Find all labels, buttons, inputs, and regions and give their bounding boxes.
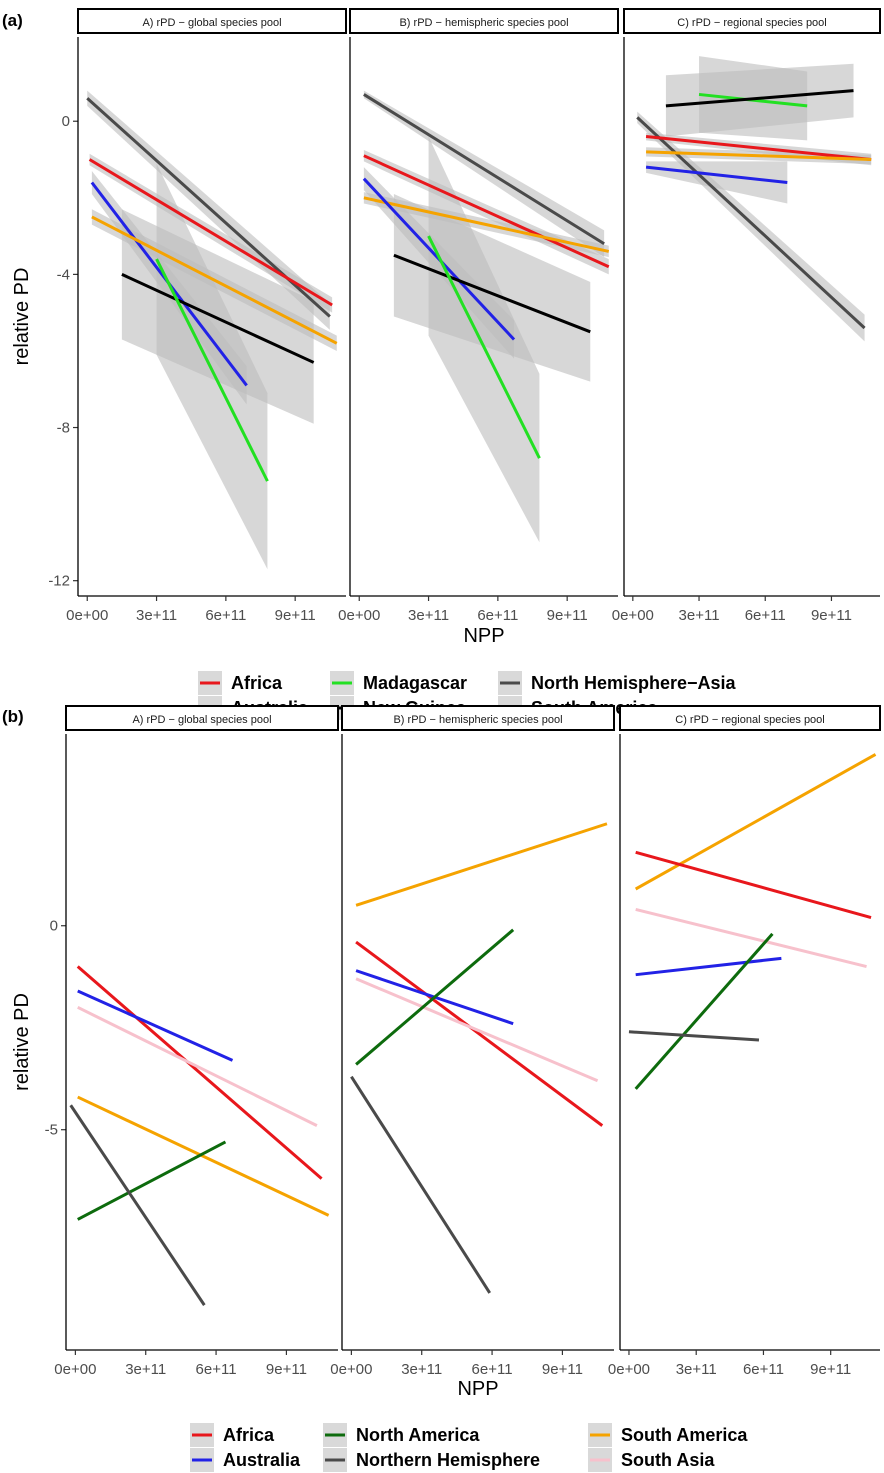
series-line: [427, 235, 541, 459]
facet-strip: [623, 8, 881, 34]
series-line: [635, 907, 867, 968]
x-axis-label: NPP: [457, 1378, 498, 1400]
series-line: [77, 989, 234, 1062]
x-tick-label: 9e+11: [266, 1361, 307, 1378]
x-axis-label: NPP: [463, 625, 504, 647]
series-line: [77, 1140, 227, 1221]
x-tick-label: 9e+11: [811, 607, 852, 624]
facet-panel: C) rPD − regional species pool 0e+00 3e+11…: [608, 705, 881, 1378]
facet-strip: [349, 8, 619, 34]
legend-label: Australia: [223, 1450, 301, 1470]
legend-label: North America: [356, 1425, 480, 1445]
legend-label: Africa: [231, 673, 283, 693]
facet-strip-label: A) rPD − global species pool: [132, 714, 271, 726]
x-tick-label: 0e+00: [608, 1361, 650, 1378]
facet-strip-label: C) rPD − regional species pool: [677, 17, 827, 29]
x-tick-label: 6e+11: [743, 1361, 784, 1378]
facet-panel: A) rPD − global species pool 0e+00 3e+11 6e…: [54, 705, 339, 1378]
series-line: [628, 1030, 760, 1042]
series-line: [69, 1104, 206, 1306]
series-line: [363, 196, 610, 253]
x-tick-label: 3e+11: [125, 1361, 166, 1378]
y-tick-label: -5: [45, 1122, 58, 1139]
series-line: [635, 956, 782, 977]
y-tick-label: -8: [57, 420, 70, 437]
series-line: [76, 965, 323, 1180]
panel-tag: (a): [2, 11, 23, 30]
facet-strip: [341, 705, 615, 731]
series-line: [645, 135, 872, 162]
facet-strip: [65, 705, 339, 731]
x-tick-label: 9e+11: [542, 1361, 583, 1378]
facet-panel: C) rPD − regional species pool 0e+00 3e+11…: [612, 8, 881, 624]
x-tick-label: 3e+11: [679, 607, 720, 624]
x-tick-label: 0e+00: [612, 607, 654, 624]
x-tick-label: 3e+11: [401, 1361, 442, 1378]
legend: Africa Australia North America Northern Hem…: [190, 1423, 748, 1472]
panel-tag: (b): [2, 707, 24, 726]
x-tick-label: 6e+11: [477, 607, 518, 624]
series-line: [645, 165, 788, 184]
series-line: [634, 932, 774, 1090]
series-line: [363, 154, 610, 269]
y-tick-label: 0: [62, 113, 70, 130]
x-tick-label: 3e+11: [136, 607, 177, 624]
x-tick-label: 3e+11: [676, 1361, 717, 1378]
x-tick-label: 6e+11: [205, 607, 246, 624]
legend-label: North Hemisphere−Asia: [531, 673, 737, 693]
legend-label: Northern Hemisphere: [356, 1450, 540, 1470]
series-line: [363, 93, 605, 246]
series-line: [665, 89, 854, 108]
series-line: [91, 215, 338, 345]
x-tick-label: 3e+11: [408, 607, 449, 624]
legend-label: South America: [621, 1425, 748, 1445]
x-tick-label: 9e+11: [547, 607, 588, 624]
facet-panel: B) rPD − hemispheric species pool 0e+00 3e…: [338, 8, 619, 624]
series-line: [355, 977, 599, 1083]
facet-strip-label: A) rPD − global species pool: [142, 17, 281, 29]
facet-panel: B) rPD − hemispheric species pool 0e+00 3e…: [330, 705, 615, 1378]
y-tick-label: -12: [48, 573, 70, 590]
series-line: [350, 1075, 491, 1294]
series-line: [355, 928, 515, 1066]
series-line: [155, 258, 269, 482]
y-tick-label: -4: [57, 266, 70, 283]
x-tick-label: 0e+00: [66, 607, 108, 624]
x-tick-label: 6e+11: [745, 607, 786, 624]
facet-strip: [77, 8, 347, 34]
facet-strip: [619, 705, 881, 731]
legend-label: South Asia: [621, 1450, 715, 1470]
chart-1: (b) relative PD 0 -5 NPP A) rPD − global spec…: [2, 705, 881, 1472]
facet-strip-label: B) rPD − hemispheric species pool: [393, 714, 562, 726]
series-line: [355, 940, 604, 1127]
series-line: [77, 1095, 330, 1217]
x-tick-label: 0e+00: [330, 1361, 372, 1378]
x-tick-label: 9e+11: [810, 1361, 851, 1378]
x-tick-label: 0e+00: [338, 607, 380, 624]
y-tick-label: 0: [50, 918, 58, 935]
series-line: [646, 150, 872, 162]
x-tick-label: 9e+11: [275, 607, 316, 624]
series-line: [88, 158, 333, 307]
facet-panel: A) rPD − global species pool 0e+00 3e+11 6e…: [66, 8, 347, 624]
y-axis-label: relative PD: [11, 993, 33, 1091]
chart-0: (a) relative PD 0 -4 -8 -12 NPP A) rPD − global…: [2, 8, 881, 720]
facet-strip-label: C) rPD − regional species pool: [675, 714, 825, 726]
series-line: [355, 822, 608, 907]
legend-label: Madagascar: [363, 673, 467, 693]
confidence-band: [156, 163, 268, 570]
facet-strip-label: B) rPD − hemispheric species pool: [399, 17, 568, 29]
confidence-band: [428, 136, 540, 543]
series-line: [634, 753, 877, 891]
series-line: [77, 1005, 318, 1127]
x-tick-label: 0e+00: [54, 1361, 96, 1378]
series-line: [635, 850, 872, 920]
x-tick-label: 6e+11: [196, 1361, 237, 1378]
series-line: [393, 253, 591, 334]
y-axis-label: relative PD: [11, 268, 33, 366]
legend-label: Africa: [223, 1425, 275, 1445]
x-tick-label: 6e+11: [472, 1361, 513, 1378]
series-line: [121, 273, 315, 364]
